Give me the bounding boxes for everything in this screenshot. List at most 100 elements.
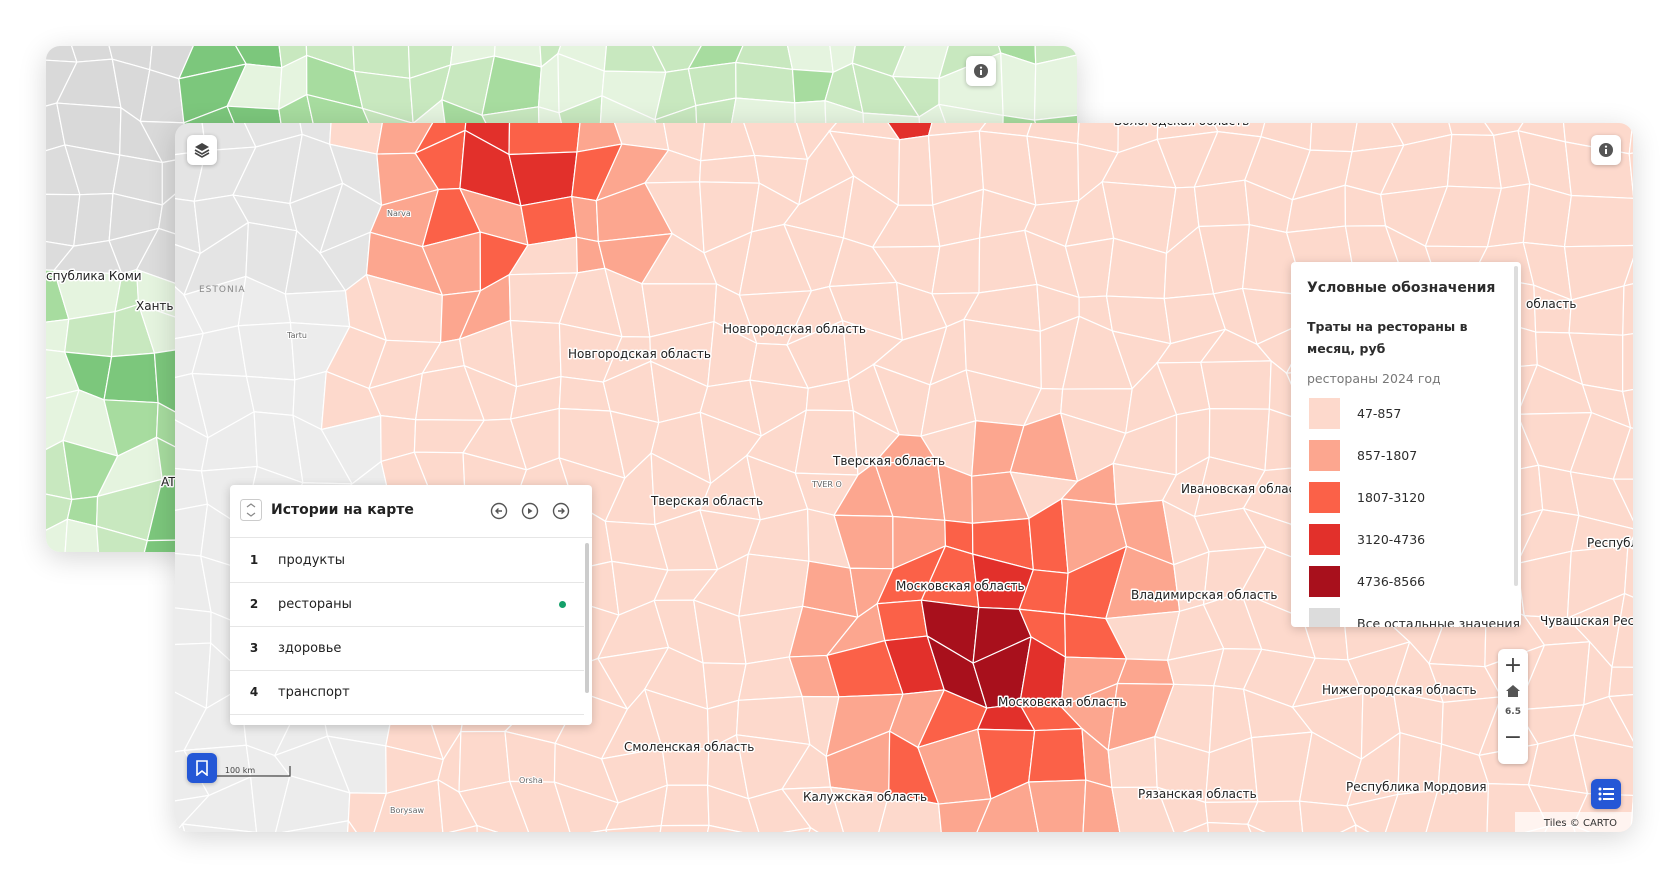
region [1611,592,1633,668]
legend-label: Все остальные значения [1357,615,1521,628]
region [476,824,499,832]
city-label: Tartu [286,331,307,340]
main-map-card: Вологодская область Новгородская область Н… [175,123,1633,832]
region [1027,779,1087,832]
info-button[interactable] [966,56,996,86]
region [780,786,845,832]
legend-title: Условные обозначения [1307,280,1496,296]
region-label: Рязанская область [1138,787,1257,801]
region [245,375,296,417]
region-label: Владимирская область [1131,588,1277,602]
legend-item: 4736-8566 [1309,565,1426,597]
region [509,319,562,388]
region [1028,727,1087,783]
region [508,123,581,156]
legend-panel: Условные обозначения Траты на рестораны … [1291,262,1521,627]
region [1346,793,1399,832]
legend-label: 47-857 [1357,405,1402,421]
story-number: 4 [249,685,259,699]
scrollbar[interactable] [585,543,589,693]
region [46,518,69,552]
region [1000,52,1037,121]
zoom-in-button[interactable]: + [1503,653,1523,678]
region [1621,388,1633,429]
region [1026,135,1080,206]
region [1246,823,1266,832]
city-label: TVER O [811,480,842,489]
next-button[interactable] [552,502,570,520]
region [1309,123,1358,153]
list-icon [1598,787,1614,801]
region [808,826,819,832]
region [458,780,530,832]
story-item[interactable]: 3 здоровье [230,626,584,671]
story-item[interactable]: 1 продукты [230,538,584,583]
legend-swatch [1309,523,1340,555]
region [782,827,812,832]
region-label: Республ [1587,536,1633,550]
region-label: Вологодская область [1114,123,1249,128]
city-label: Borysaw [390,806,424,815]
city-label: Orsha [519,776,543,785]
zoom-controls: + 6.5 − [1498,649,1528,764]
legend-item: 857-1807 [1309,439,1418,471]
region-label: Республика Мордовия [1346,780,1487,794]
region [660,784,710,827]
region [95,525,149,552]
region [1193,179,1251,228]
story-label: здоровье [278,640,342,656]
collapse-button[interactable] [240,499,262,521]
region-label: Калужская область [803,790,927,804]
legend-subtitle: Траты на рестораны в месяц, руб [1307,319,1468,356]
region-label: Нижегородская область [1322,683,1477,697]
active-indicator [559,601,566,608]
legend-item: 1807-3120 [1309,481,1425,513]
layers-button[interactable] [187,135,217,165]
region [876,599,928,642]
region [1116,658,1175,685]
region [1034,46,1077,66]
region [103,352,159,404]
legend-swatch [1309,565,1340,597]
region [508,780,571,832]
region [976,781,1039,832]
legend-label: 857-1807 [1357,447,1418,463]
region [1425,782,1490,832]
region-label: Тверская область [650,494,763,508]
region-label: Тверская область [832,454,945,468]
region-label: Чувашская Респу [1540,614,1633,628]
legend-swatch [1309,607,1340,627]
scale-label: 100 km [225,766,255,775]
scrollbar[interactable] [1514,266,1518,586]
story-item[interactable]: 4 транспорт [230,670,584,715]
home-button[interactable] [1505,684,1521,698]
region [1340,823,1357,832]
region [786,46,834,73]
story-number: 1 [249,553,259,567]
legend-layer: рестораны 2024 год [1307,371,1441,386]
stories-panel: Истории на карте 1 продукты 2 рестораны 3 здо… [230,485,592,725]
region [735,61,796,104]
region [1612,478,1633,522]
play-button[interactable] [521,502,539,520]
prev-button[interactable] [490,502,508,520]
info-icon [1599,143,1613,157]
bookmark-button[interactable] [187,753,217,783]
region [604,824,662,832]
region [1082,779,1121,832]
attribution-bg [1515,812,1633,832]
zoom-out-button[interactable]: − [1503,725,1523,750]
legend-toggle-button[interactable] [1591,779,1621,809]
region [1446,133,1502,189]
story-item[interactable]: 2 рестораны [230,582,584,627]
region [1569,471,1633,530]
region [1516,550,1572,619]
legend-label: 4736-8566 [1357,573,1426,589]
story-number: 3 [249,641,259,655]
region-label: Новгородская область [568,347,711,361]
info-icon [974,64,988,78]
info-button[interactable] [1591,135,1621,165]
region [1623,257,1633,287]
story-navigation [490,502,570,520]
